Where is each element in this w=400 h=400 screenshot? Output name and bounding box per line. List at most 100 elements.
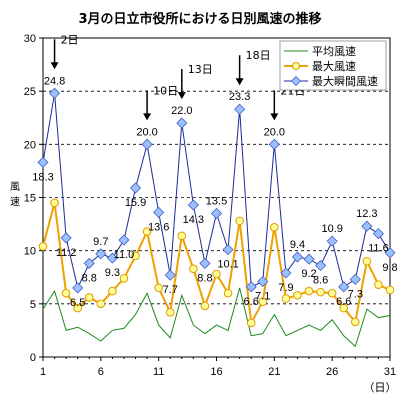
series-2-point-9 xyxy=(129,182,142,194)
annotation-arrowhead-21 xyxy=(270,113,279,121)
series-1-point-19 xyxy=(246,318,256,328)
x-axis-unit: （日） xyxy=(364,381,397,394)
series-1-point-24 xyxy=(304,286,314,296)
series-2-point-31 xyxy=(384,247,396,259)
series-2-point-3 xyxy=(60,232,72,244)
data-label-16: 13.5 xyxy=(206,195,227,207)
series-1-point-17 xyxy=(223,288,233,298)
series-2-point-24 xyxy=(303,253,315,265)
annotation-label-2: 2日 xyxy=(61,33,79,46)
y-tick-label-20: 20 xyxy=(24,139,36,151)
series-2-point-7 xyxy=(106,252,118,264)
x-tick-label-31: 31 xyxy=(384,366,396,378)
series-2-point-23 xyxy=(291,251,304,263)
data-label-1: 18.3 xyxy=(32,171,53,183)
data-label-10: 20.0 xyxy=(136,126,157,138)
y-tick-label-0: 0 xyxy=(30,352,36,364)
series-1-point-6 xyxy=(96,299,106,309)
data-label-2: 24.8 xyxy=(44,75,65,87)
legend-label-2: 最大瞬間風速 xyxy=(312,74,378,88)
series-2-point-15 xyxy=(199,257,211,269)
data-label-29: 12.3 xyxy=(356,208,377,220)
series-2-point-6 xyxy=(95,248,107,260)
series-2-point-4 xyxy=(72,282,84,294)
series-2-point-12 xyxy=(164,269,176,281)
series-2-point-1 xyxy=(37,156,49,168)
y-axis-label: 風速 xyxy=(10,181,20,208)
x-tick-label-6: 6 xyxy=(98,366,104,378)
series-1-point-4 xyxy=(73,303,82,313)
y-tick-label-30: 30 xyxy=(24,33,36,45)
series-2-point-22 xyxy=(280,267,292,279)
series-1-point-20 xyxy=(258,297,268,307)
series-2-point-11 xyxy=(153,206,165,218)
series-2-point-28 xyxy=(349,273,361,285)
legend-marker-1 xyxy=(292,62,300,70)
data-labels: 18.3 24.8 11.2 6.5 8.8 9.7 9.3 11.0 15.9 20.0 13.6… xyxy=(32,75,397,309)
data-label-15: 8.8 xyxy=(197,272,212,284)
series-1-point-21 xyxy=(270,222,279,232)
y-tick-label-5: 5 xyxy=(30,299,36,311)
x-tick-label-21: 21 xyxy=(268,366,280,378)
series-1-point-16 xyxy=(212,269,221,279)
series-1-point-29 xyxy=(362,257,372,266)
data-label-4: 6.5 xyxy=(70,297,85,309)
data-label-11: 13.6 xyxy=(148,221,169,233)
legend-label-1: 最大風速 xyxy=(312,59,356,73)
data-label-18: 23.3 xyxy=(229,91,250,103)
annotation-arrowhead-10 xyxy=(143,113,152,121)
series-1-point-9 xyxy=(131,251,140,261)
x-tick-label-1: 1 xyxy=(40,366,46,378)
data-label-22: 7.9 xyxy=(278,282,293,294)
data-label-13: 22.0 xyxy=(171,105,192,117)
series-1-point-7 xyxy=(108,286,117,296)
series-2-point-25 xyxy=(315,259,327,272)
y-tick-label-25: 25 xyxy=(24,86,36,98)
y-tick-label-15: 15 xyxy=(24,193,36,205)
y-axis-label-char-1: 速 xyxy=(10,196,20,208)
series-1-point-23 xyxy=(293,291,302,300)
chart-title: 3月の日立市役所における日別風速の推移 xyxy=(78,11,321,27)
series-2-point-5 xyxy=(83,257,95,269)
series-2-point-21 xyxy=(268,138,280,150)
x-tick-label-11: 11 xyxy=(153,366,164,378)
series-1-point-31 xyxy=(385,285,395,295)
data-label-20: 7.1 xyxy=(255,291,270,303)
series-1-point-28 xyxy=(351,317,360,327)
data-label-26: 10.9 xyxy=(321,223,342,235)
series-1-point-11 xyxy=(154,283,163,293)
series-1-point-5 xyxy=(84,293,94,302)
series-1-point-22 xyxy=(281,294,291,303)
x-tick-label-16: 16 xyxy=(210,366,222,378)
series-1-point-25 xyxy=(316,287,325,297)
data-label-24: 9.2 xyxy=(301,268,316,280)
series-layer xyxy=(37,87,396,348)
data-label-23: 9.4 xyxy=(290,239,305,251)
annotation-arrowhead-13 xyxy=(177,92,186,100)
series-2-point-26 xyxy=(326,235,338,247)
series-line-0 xyxy=(42,287,391,348)
y-axis-label-char-0: 風 xyxy=(10,181,20,193)
data-label-25: 8.6 xyxy=(313,275,328,287)
data-label-31: 9.8 xyxy=(382,262,397,274)
data-label-19: 6.6 xyxy=(244,296,259,308)
series-1-point-14 xyxy=(189,264,198,274)
annotation-arrowhead-2 xyxy=(50,62,59,70)
series-2-point-29 xyxy=(361,220,373,232)
annotation-label-13: 13日 xyxy=(188,63,213,76)
series-2-point-17 xyxy=(222,244,234,256)
series-1-point-30 xyxy=(374,280,383,289)
data-label-9: 15.9 xyxy=(125,197,146,209)
data-label-6: 9.7 xyxy=(93,236,108,248)
series-1-point-2 xyxy=(50,198,59,208)
annotation-arrowhead-18 xyxy=(235,78,244,86)
series-2-point-19 xyxy=(245,281,257,293)
data-label-7: 9.3 xyxy=(105,267,120,279)
x-tick-label-26: 26 xyxy=(326,366,338,378)
data-label-12: 7.7 xyxy=(163,284,178,296)
series-2-point-20 xyxy=(257,275,269,288)
series-1-point-10 xyxy=(142,227,152,236)
y-tick-label-10: 10 xyxy=(24,246,36,258)
